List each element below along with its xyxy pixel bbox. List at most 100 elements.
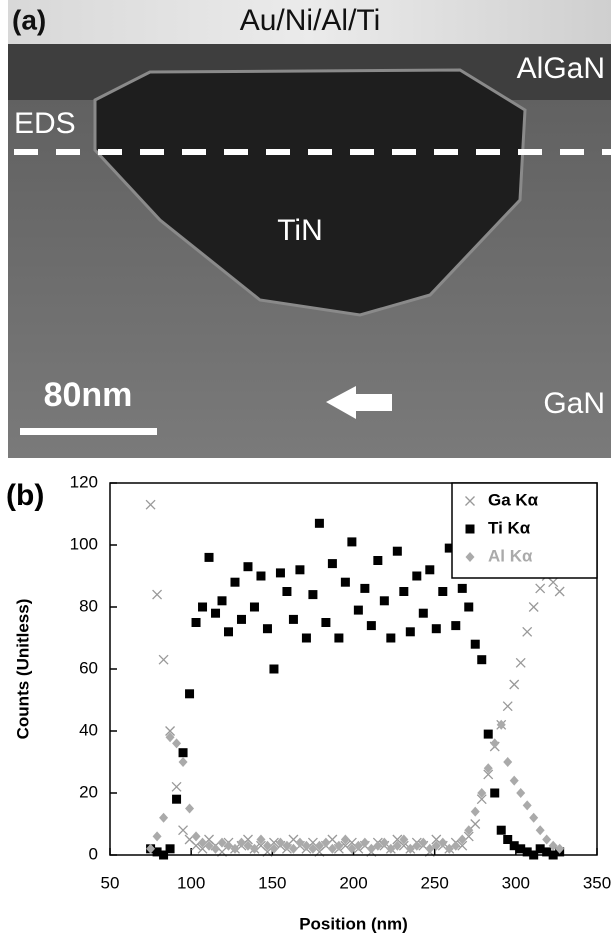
point [366, 843, 376, 854]
legend-label: Ti Kα [488, 518, 531, 537]
panel-label: (b) [6, 479, 44, 512]
chart: (b) Counts (Unitless) Position (nm) 50 100 15… [6, 472, 611, 933]
point [548, 577, 559, 588]
scale-label: 80nm [44, 376, 133, 414]
point [451, 621, 461, 631]
point [165, 732, 175, 743]
point [146, 843, 156, 854]
point [353, 840, 363, 851]
point [438, 837, 448, 848]
point [360, 583, 370, 593]
point [529, 812, 539, 823]
point [528, 602, 539, 612]
x-tick-label: 350 [583, 873, 611, 892]
point [262, 840, 272, 851]
point [425, 843, 435, 854]
point [522, 800, 532, 811]
point [172, 794, 182, 804]
point [516, 788, 526, 798]
point [535, 825, 545, 836]
point [243, 840, 253, 851]
point [509, 841, 519, 851]
point [327, 559, 337, 569]
point [535, 844, 545, 854]
point [230, 577, 240, 587]
point [470, 819, 481, 829]
point [464, 825, 474, 836]
point [321, 837, 331, 848]
point [516, 844, 526, 854]
point [236, 837, 246, 848]
y-tick-label: 120 [70, 472, 98, 491]
point [243, 562, 253, 572]
point [165, 844, 175, 854]
point [444, 843, 454, 854]
point [152, 589, 163, 600]
y-axis-label: Counts (Unitless) [13, 599, 32, 740]
point [269, 664, 279, 674]
point [509, 679, 520, 690]
point [249, 843, 259, 854]
point [334, 840, 344, 851]
point [535, 583, 546, 594]
point [152, 831, 162, 842]
point [522, 626, 533, 637]
y-tick-label: 0 [89, 844, 98, 863]
point [301, 633, 311, 643]
point [172, 738, 182, 749]
point [477, 655, 487, 665]
tem-image: (a) Au/Ni/Al/Ti AlGaN EDS TiN 80nm GaN [8, 0, 611, 458]
point [386, 843, 396, 854]
scale-bar [20, 428, 157, 435]
point [483, 729, 493, 739]
legend-marker [465, 524, 475, 534]
legend-label: Ga Kα [488, 490, 539, 509]
point [431, 840, 441, 851]
point [490, 788, 500, 798]
point [288, 614, 298, 624]
legend-marker [465, 552, 475, 562]
point [373, 556, 383, 565]
point [262, 624, 272, 634]
point [392, 546, 402, 556]
point [340, 834, 350, 845]
y-tick-label: 80 [79, 596, 98, 615]
metal-label: Au/Ni/Al/Ti [240, 4, 381, 37]
point [373, 840, 383, 851]
point [464, 602, 474, 612]
point [204, 840, 214, 851]
point [321, 618, 331, 627]
point [308, 590, 318, 600]
point [340, 577, 350, 587]
point [211, 843, 221, 854]
x-axis-label: Position (nm) [299, 914, 408, 933]
point [308, 843, 318, 854]
point [490, 738, 500, 749]
point [198, 837, 208, 848]
point [457, 834, 467, 845]
point [347, 843, 357, 854]
point [483, 769, 494, 780]
point [204, 552, 214, 562]
point [269, 843, 279, 854]
point [334, 633, 344, 643]
point [353, 605, 363, 615]
point [295, 837, 305, 848]
y-tick-label: 40 [79, 720, 98, 739]
y-tick-label: 20 [79, 782, 98, 801]
y-tick-label: 60 [79, 658, 98, 677]
point [542, 834, 552, 845]
point [178, 825, 189, 836]
legend-marker [465, 496, 475, 506]
x-tick-label: 300 [502, 873, 530, 892]
point [522, 847, 532, 857]
x-tick-label: 100 [177, 873, 205, 892]
point [327, 843, 337, 854]
point [224, 627, 234, 637]
point [444, 543, 454, 553]
point [165, 726, 176, 736]
point [347, 537, 357, 547]
point [412, 571, 422, 581]
point [198, 602, 208, 612]
point [275, 568, 285, 578]
